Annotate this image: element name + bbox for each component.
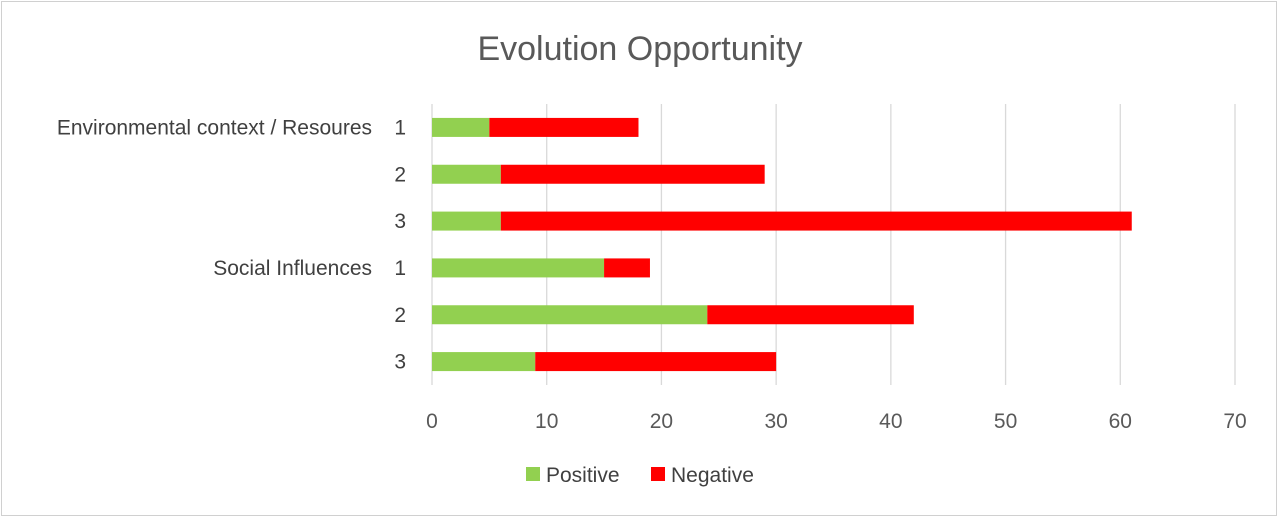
x-tick-label: 60 (1109, 410, 1132, 433)
x-tick-label: 10 (535, 410, 558, 433)
bar-positive (432, 117, 490, 137)
category-label: 2 (394, 163, 406, 186)
category-label: 3 (394, 210, 406, 233)
category-label: 2 (394, 304, 406, 327)
bar-positive (432, 211, 501, 231)
x-tick-labels: 0 10 20 30 40 50 60 70 (426, 410, 1247, 433)
bar-negative (500, 164, 765, 184)
bar-positive (432, 305, 708, 325)
bar-negative (604, 258, 650, 278)
group-label: Social Influences (213, 257, 372, 280)
x-tick-label: 20 (650, 410, 673, 433)
group-label: Environmental context / Resoures (57, 116, 372, 139)
legend-swatch-positive (526, 467, 540, 481)
bar-negative (535, 352, 777, 372)
gridlines (431, 104, 1236, 385)
chart-title: Evolution Opportunity (477, 30, 802, 68)
category-labels: 1 Environmental context / Resoures 2 3 1 Soci… (57, 116, 406, 373)
bar-positive (432, 352, 536, 372)
category-label: 1 (394, 257, 406, 280)
x-tick-label: 40 (879, 410, 902, 433)
legend-label-positive: Positive (546, 464, 620, 487)
x-tick-label: 70 (1223, 410, 1246, 433)
bars (432, 117, 1132, 372)
legend-swatch-negative (651, 467, 665, 481)
bar-negative (707, 305, 914, 325)
x-tick-label: 50 (994, 410, 1017, 433)
category-label: 1 (394, 116, 406, 139)
bar-negative (489, 117, 639, 137)
legend: Positive Negative (526, 464, 754, 487)
bar-positive (432, 164, 501, 184)
legend-label-negative: Negative (671, 464, 754, 487)
bar-negative (500, 211, 1132, 231)
x-tick-label: 30 (764, 410, 787, 433)
bar-positive (432, 258, 605, 278)
x-tick-label: 0 (426, 410, 438, 433)
category-label: 3 (394, 351, 406, 374)
